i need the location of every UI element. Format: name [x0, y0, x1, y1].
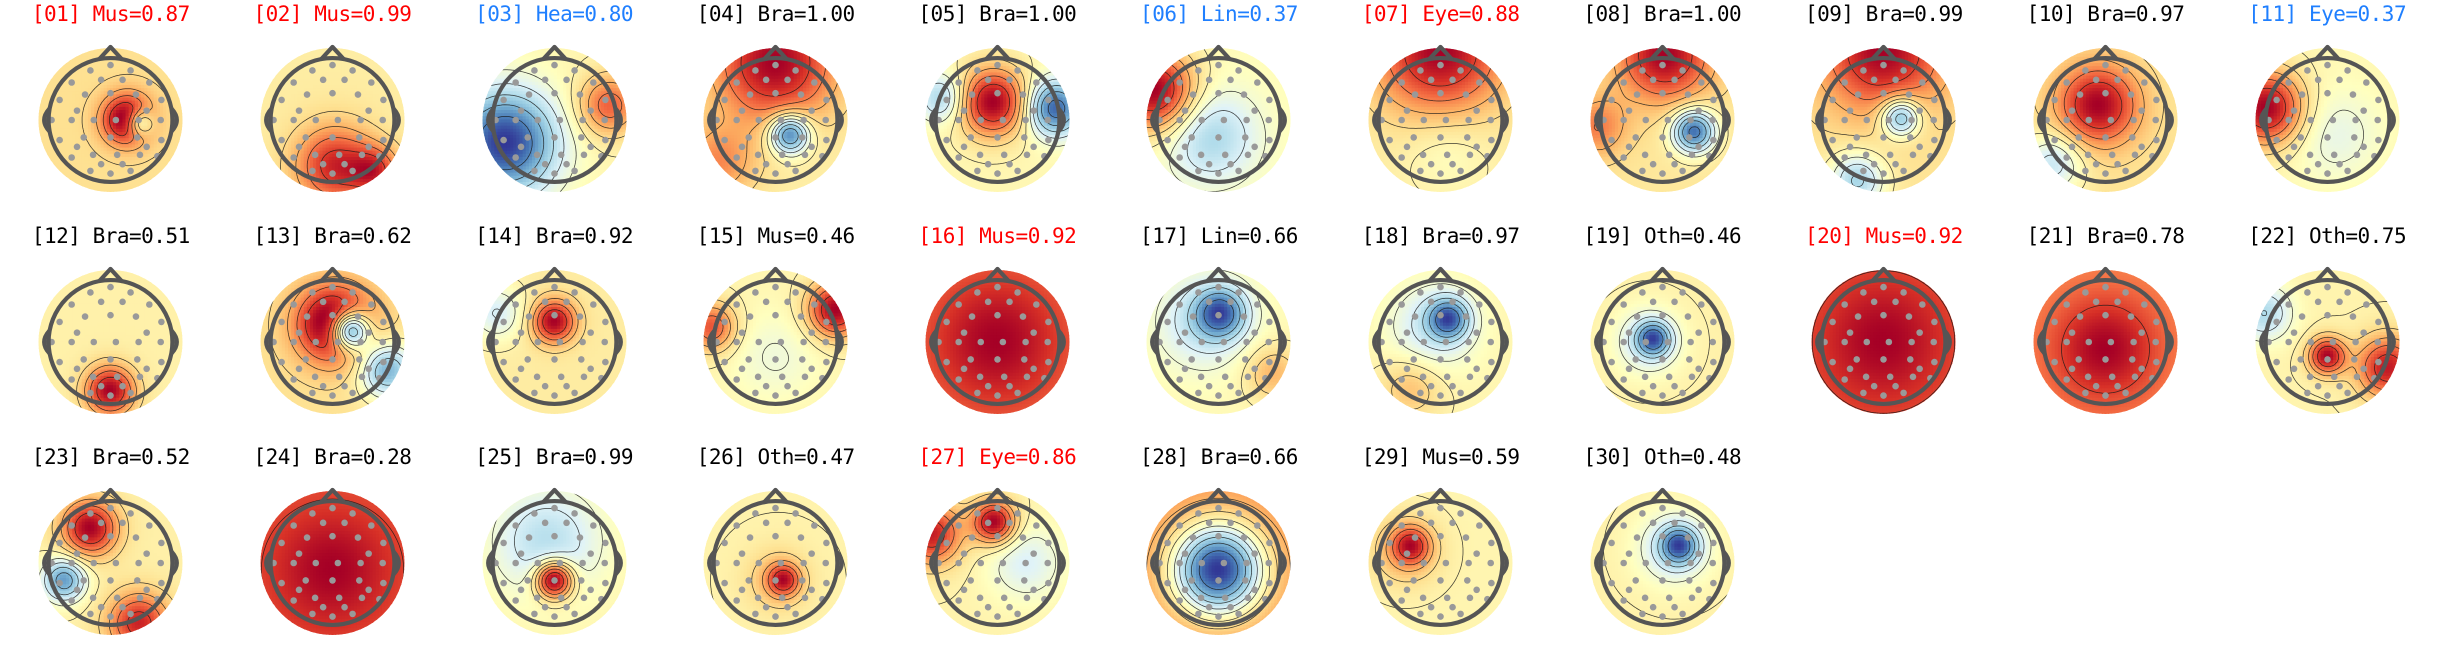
component-label: [26] Oth=0.47 — [697, 445, 855, 469]
component-label: [22] Oth=0.75 — [2248, 224, 2406, 248]
scalp-topography-10[interactable] — [2013, 28, 2198, 204]
component-label: [18] Bra=0.97 — [1362, 224, 1520, 248]
topomap-cell[interactable]: [05] Bra=1.00 — [887, 2, 1109, 224]
topomap-cell[interactable]: [27] Eye=0.86 — [887, 445, 1109, 667]
topomap-cell[interactable]: [15] Mus=0.46 — [665, 224, 887, 446]
scalp-topography-30[interactable] — [1570, 471, 1755, 647]
scalp-topography-09[interactable] — [1791, 28, 1976, 204]
component-label: [17] Lin=0.66 — [1140, 224, 1298, 248]
scalp-topography-12[interactable] — [18, 250, 203, 426]
component-label: [05] Bra=1.00 — [918, 2, 1076, 26]
scalp-topography-16[interactable] — [905, 250, 1090, 426]
scalp-topography-28[interactable] — [1126, 471, 1311, 647]
scalp-topography-23[interactable] — [18, 471, 203, 647]
scalp-topography-22[interactable] — [2235, 250, 2420, 426]
topomap-cell[interactable]: [04] Bra=1.00 — [665, 2, 887, 224]
topomap-cell[interactable]: [16] Mus=0.92 — [887, 224, 1109, 446]
topomap-cell[interactable]: [03] Hea=0.80 — [443, 2, 665, 224]
component-label: [15] Mus=0.46 — [697, 224, 855, 248]
scalp-topography-14[interactable] — [462, 250, 647, 426]
component-label: [16] Mus=0.92 — [918, 224, 1076, 248]
component-label: [13] Bra=0.62 — [254, 224, 412, 248]
topomap-cell[interactable]: [26] Oth=0.47 — [665, 445, 887, 667]
component-label: [19] Oth=0.46 — [1583, 224, 1741, 248]
component-label: [28] Bra=0.66 — [1140, 445, 1298, 469]
scalp-topography-24[interactable] — [240, 471, 425, 647]
component-label: [29] Mus=0.59 — [1362, 445, 1520, 469]
topomap-cell[interactable]: [30] Oth=0.48 — [1551, 445, 1773, 667]
component-label: [03] Hea=0.80 — [475, 2, 633, 26]
scalp-topography-04[interactable] — [683, 28, 868, 204]
scalp-topography-07[interactable] — [1348, 28, 1533, 204]
component-label: [27] Eye=0.86 — [918, 445, 1076, 469]
topomap-cell[interactable]: [09] Bra=0.99 — [1773, 2, 1995, 224]
scalp-topography-26[interactable] — [683, 471, 868, 647]
topomap-cell[interactable]: [28] Bra=0.66 — [1108, 445, 1330, 667]
component-label: [20] Mus=0.92 — [1805, 224, 1963, 248]
topomap-cell[interactable]: [29] Mus=0.59 — [1330, 445, 1552, 667]
topomap-cell[interactable]: [24] Bra=0.28 — [222, 445, 444, 667]
component-label: [08] Bra=1.00 — [1583, 2, 1741, 26]
component-label: [02] Mus=0.99 — [254, 2, 412, 26]
component-label: [10] Bra=0.97 — [2027, 2, 2185, 26]
component-label: [06] Lin=0.37 — [1140, 2, 1298, 26]
scalp-topography-25[interactable] — [462, 471, 647, 647]
component-label: [23] Bra=0.52 — [32, 445, 190, 469]
scalp-topography-11[interactable] — [2235, 28, 2420, 204]
scalp-topography-27[interactable] — [905, 471, 1090, 647]
scalp-topography-20[interactable] — [1791, 250, 1976, 426]
component-label: [30] Oth=0.48 — [1583, 445, 1741, 469]
topomap-cell[interactable]: [13] Bra=0.62 — [222, 224, 444, 446]
topomap-cell[interactable]: [11] Eye=0.37 — [2216, 2, 2438, 224]
scalp-topography-02[interactable] — [240, 28, 425, 204]
scalp-topography-21[interactable] — [2013, 250, 2198, 426]
scalp-topography-13[interactable] — [240, 250, 425, 426]
topomap-cell[interactable]: [07] Eye=0.88 — [1330, 2, 1552, 224]
topomap-cell[interactable]: [12] Bra=0.51 — [0, 224, 222, 446]
component-label: [11] Eye=0.37 — [2248, 2, 2406, 26]
scalp-topography-08[interactable] — [1570, 28, 1755, 204]
component-label: [12] Bra=0.51 — [32, 224, 190, 248]
topomap-cell[interactable]: [22] Oth=0.75 — [2216, 224, 2438, 446]
topomap-cell[interactable]: [21] Bra=0.78 — [1995, 224, 2217, 446]
topomap-cell[interactable]: [14] Bra=0.92 — [443, 224, 665, 446]
topomap-cell[interactable]: [17] Lin=0.66 — [1108, 224, 1330, 446]
topomap-cell[interactable]: [20] Mus=0.92 — [1773, 224, 1995, 446]
topomap-cell[interactable]: [01] Mus=0.87 — [0, 2, 222, 224]
component-label: [04] Bra=1.00 — [697, 2, 855, 26]
topomap-cell[interactable]: [19] Oth=0.46 — [1551, 224, 1773, 446]
component-label: [01] Mus=0.87 — [32, 2, 190, 26]
topomap-cell[interactable]: [02] Mus=0.99 — [222, 2, 444, 224]
topomap-cell[interactable]: [18] Bra=0.97 — [1330, 224, 1552, 446]
scalp-topography-15[interactable] — [683, 250, 868, 426]
component-label: [24] Bra=0.28 — [254, 445, 412, 469]
scalp-topography-03[interactable] — [462, 28, 647, 204]
scalp-topography-19[interactable] — [1570, 250, 1755, 426]
topomap-cell[interactable]: [08] Bra=1.00 — [1551, 2, 1773, 224]
component-label: [07] Eye=0.88 — [1362, 2, 1520, 26]
topomap-cell[interactable]: [23] Bra=0.52 — [0, 445, 222, 667]
topomap-cell[interactable]: [06] Lin=0.37 — [1108, 2, 1330, 224]
scalp-topography-06[interactable] — [1126, 28, 1311, 204]
component-label: [21] Bra=0.78 — [2027, 224, 2185, 248]
topomap-cell[interactable]: [25] Bra=0.99 — [443, 445, 665, 667]
scalp-topography-01[interactable] — [18, 28, 203, 204]
scalp-topography-05[interactable] — [905, 28, 1090, 204]
scalp-topography-18[interactable] — [1348, 250, 1533, 426]
scalp-topography-29[interactable] — [1348, 471, 1533, 647]
topomap-cell[interactable]: [10] Bra=0.97 — [1995, 2, 2217, 224]
scalp-topography-17[interactable] — [1126, 250, 1311, 426]
component-label: [09] Bra=0.99 — [1805, 2, 1963, 26]
component-label: [25] Bra=0.99 — [475, 445, 633, 469]
component-label: [14] Bra=0.92 — [475, 224, 633, 248]
